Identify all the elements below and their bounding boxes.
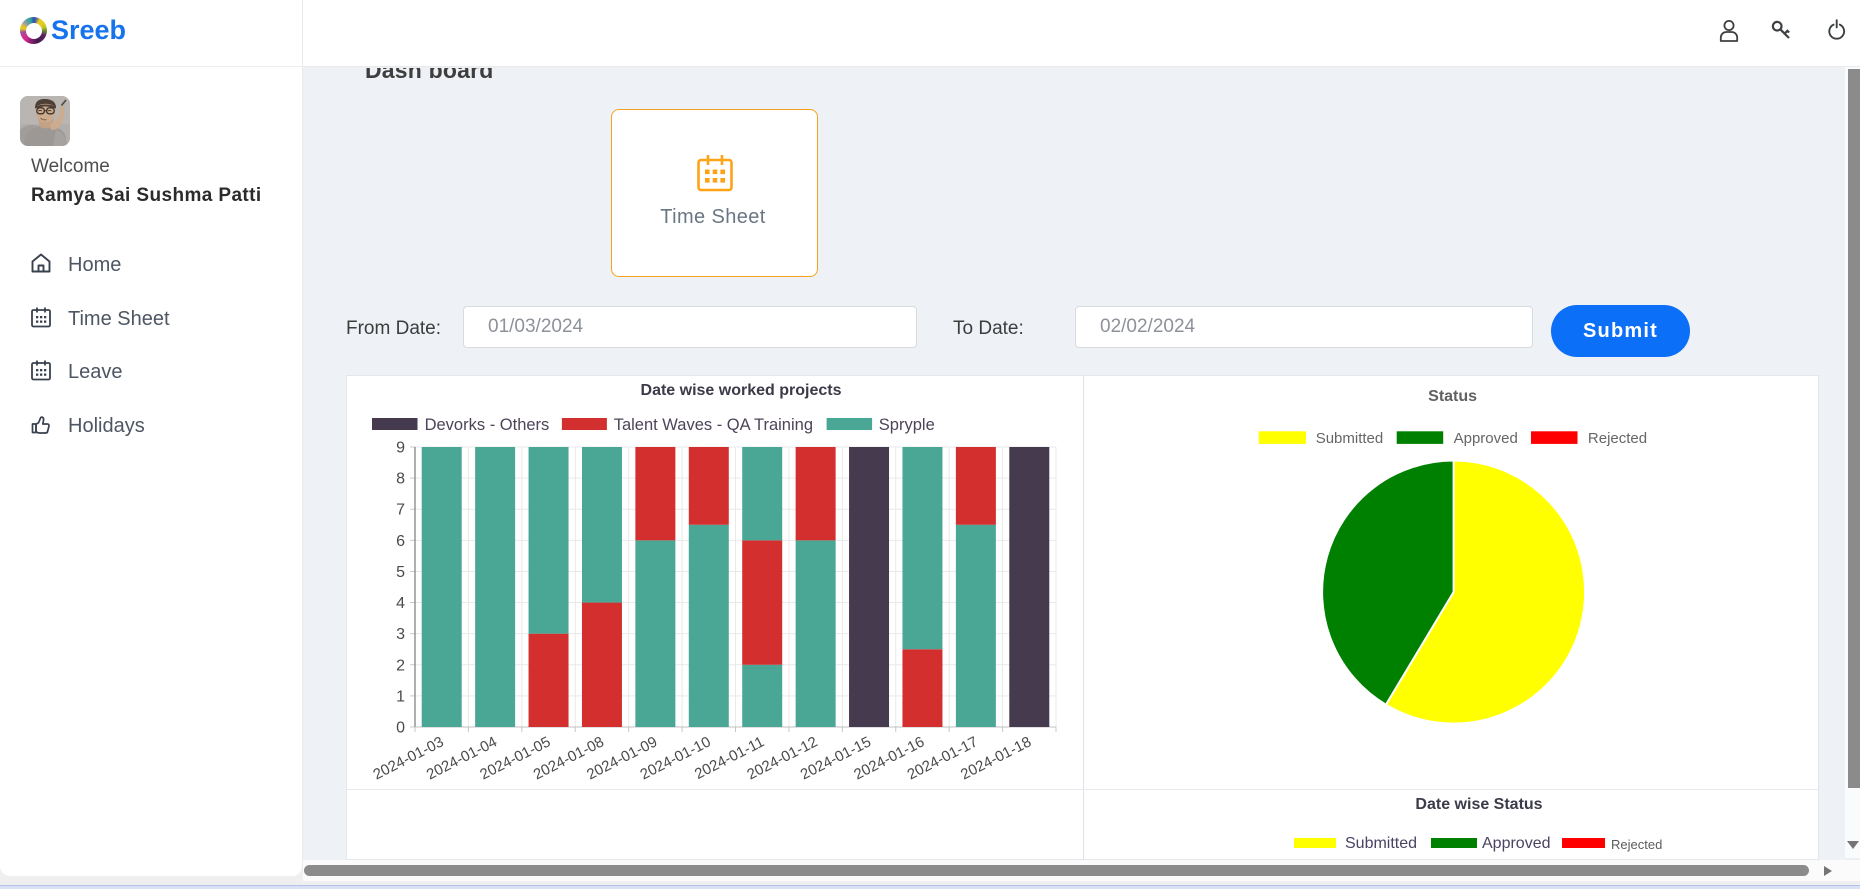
svg-text:1: 1: [396, 688, 405, 705]
svg-text:Approved: Approved: [1454, 430, 1518, 447]
svg-text:9: 9: [396, 440, 405, 457]
svg-text:8: 8: [396, 471, 405, 488]
svg-text:0: 0: [396, 720, 405, 737]
svg-text:Devorks - Others: Devorks - Others: [425, 416, 550, 434]
svg-text:Talent Waves - QA Training: Talent Waves - QA Training: [614, 416, 813, 434]
svg-text:3: 3: [396, 626, 405, 643]
svg-text:2: 2: [396, 657, 405, 674]
svg-text:Submitted: Submitted: [1316, 430, 1384, 447]
svg-text:7: 7: [396, 502, 405, 519]
svg-text:5: 5: [396, 564, 405, 581]
svg-text:6: 6: [396, 533, 405, 550]
svg-text:4: 4: [396, 595, 405, 612]
svg-text:Date wise worked projects: Date wise worked projects: [641, 382, 842, 399]
svg-text:Status: Status: [1428, 388, 1477, 405]
svg-text:Rejected: Rejected: [1588, 430, 1647, 447]
svg-text:Spryple: Spryple: [879, 416, 935, 434]
